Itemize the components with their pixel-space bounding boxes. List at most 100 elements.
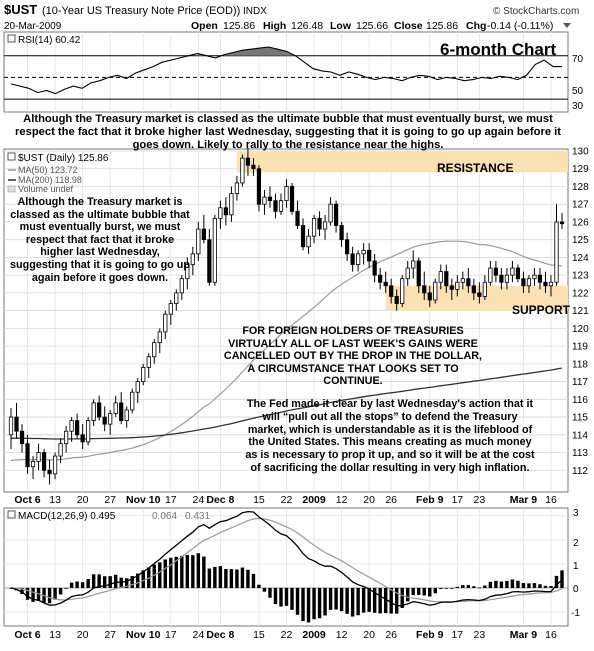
macd-hist-bar [180, 555, 184, 588]
legend-ma200: MA(200) 118.98 [18, 175, 82, 185]
date-tick-label: 20 [77, 494, 89, 506]
macd-hist-bar [439, 587, 443, 589]
rsi-overbought-fill [197, 47, 296, 56]
macd-hist-bar [20, 587, 24, 594]
price-tick-label: 119 [572, 342, 588, 353]
macd-date-tick-label: 24 [192, 629, 204, 641]
macd-tick-2: 2 [573, 538, 579, 549]
macd-date-tick-label: 2009 [302, 629, 326, 641]
candle-body [86, 420, 91, 443]
candle-body [372, 260, 377, 276]
price-tick-label: 115 [572, 413, 588, 424]
candle-body [339, 225, 344, 241]
low-label: Low [330, 20, 352, 32]
macd-hist-bar [450, 587, 454, 589]
candle-body [63, 430, 69, 445]
macd-hist-bar [273, 587, 278, 605]
macd-hist-bar [312, 587, 316, 620]
header-dropdown-icon[interactable] [563, 23, 571, 28]
candle-body [212, 217, 217, 283]
macd-line [10, 510, 563, 607]
macd-hist-bar [510, 579, 515, 588]
macd-hist-bar [378, 587, 382, 614]
candle-body [311, 217, 317, 237]
date-tick-label: 15 [253, 494, 265, 506]
price-layer [8, 147, 565, 485]
candle-body [345, 239, 350, 255]
high-label: High [263, 20, 286, 32]
macd-date-axis: Oct 6 13 20 27 Nov 10 17 24 Dec 8 15 22 2009 12 20 26… [14, 629, 557, 641]
macd-hist-bar [361, 587, 366, 613]
candle-body [218, 207, 223, 219]
candle-body [102, 416, 107, 425]
candle-body [493, 267, 498, 276]
macd-hist-bar [538, 584, 542, 588]
macd-date-tick-label: 20 [77, 629, 89, 641]
macd-hist-bar [461, 585, 465, 588]
candle-body [389, 285, 394, 297]
resistance-band [236, 151, 568, 173]
rsi-line [10, 46, 562, 95]
macd-date-tick-label: 27 [104, 629, 116, 641]
candle-body [289, 186, 295, 212]
chg-label: Chg [466, 20, 486, 32]
candle-body [207, 239, 212, 283]
macd-hist-bar [31, 587, 35, 602]
macd-layer [9, 510, 564, 623]
date-axis: Oct 6 13 20 27 Nov 10 17 24 Dec 8 15 22 2009 12 20 26… [14, 494, 557, 506]
candle-body [278, 200, 284, 212]
rsi-collapse-icon[interactable] [7, 34, 16, 43]
macd-hist-bar [158, 562, 162, 588]
macd-hist-bar [235, 569, 239, 588]
date-tick-label: 24 [192, 494, 204, 506]
candle-body [295, 210, 300, 226]
macd-hist-bar [251, 573, 256, 588]
candle-body [537, 274, 543, 283]
macd-hist-bar [268, 587, 272, 598]
candle-body [190, 253, 195, 265]
price-tick-label: 121 [572, 306, 589, 317]
macd-hist-bar [240, 567, 245, 588]
date-tick-label: 23 [474, 494, 486, 506]
candle-body [273, 200, 278, 212]
macd-hist-bar [174, 556, 179, 588]
macd-hist-bar [422, 587, 426, 596]
candle-body [466, 278, 471, 287]
macd-hist-bar [53, 587, 57, 600]
price-collapse-icon[interactable] [7, 152, 16, 161]
candle-body [119, 402, 124, 422]
macd-hist-bar [229, 569, 234, 588]
macd-collapse-icon[interactable] [7, 510, 16, 519]
macd-hist-bar [477, 587, 482, 589]
macd-hist-bar [394, 587, 399, 614]
ma50-line [10, 240, 563, 462]
macd-date-tick-label: Oct 6 [14, 629, 40, 641]
candle-body [223, 207, 228, 216]
candle-body [152, 342, 157, 358]
price-tick-label: 128 [572, 182, 589, 193]
macd-hist-bar [80, 582, 85, 588]
macd-hist-bar [113, 574, 118, 588]
date-tick-label: 2009 [302, 494, 326, 506]
macd-hist-bar [306, 587, 311, 623]
macd-date-tick-label: 17 [451, 629, 463, 641]
macd-hist-bar [406, 587, 410, 602]
macd-date-tick-label: 23 [474, 629, 486, 641]
candle-body [97, 402, 102, 418]
candle-body [350, 253, 355, 265]
rsi-tick-70: 70 [572, 54, 584, 65]
macd-hist-bar [433, 587, 437, 594]
header-ohlc: Open 125.86 High 126.48 Low 125.66 Close… [191, 20, 553, 32]
macd-hist-bar [246, 569, 250, 588]
macd-hist-label: 0.431 [185, 511, 210, 522]
macd-hist-bar [472, 586, 476, 588]
macd-date-tick-label: 26 [385, 629, 397, 641]
price-tick-label: 117 [572, 377, 588, 388]
candle-body [58, 443, 63, 457]
macd-hist-bar [334, 587, 338, 610]
macd-hist-bar [494, 580, 498, 588]
macd-hist-bar [543, 585, 548, 588]
close-label: Close [394, 20, 423, 32]
candle-body [400, 278, 405, 304]
